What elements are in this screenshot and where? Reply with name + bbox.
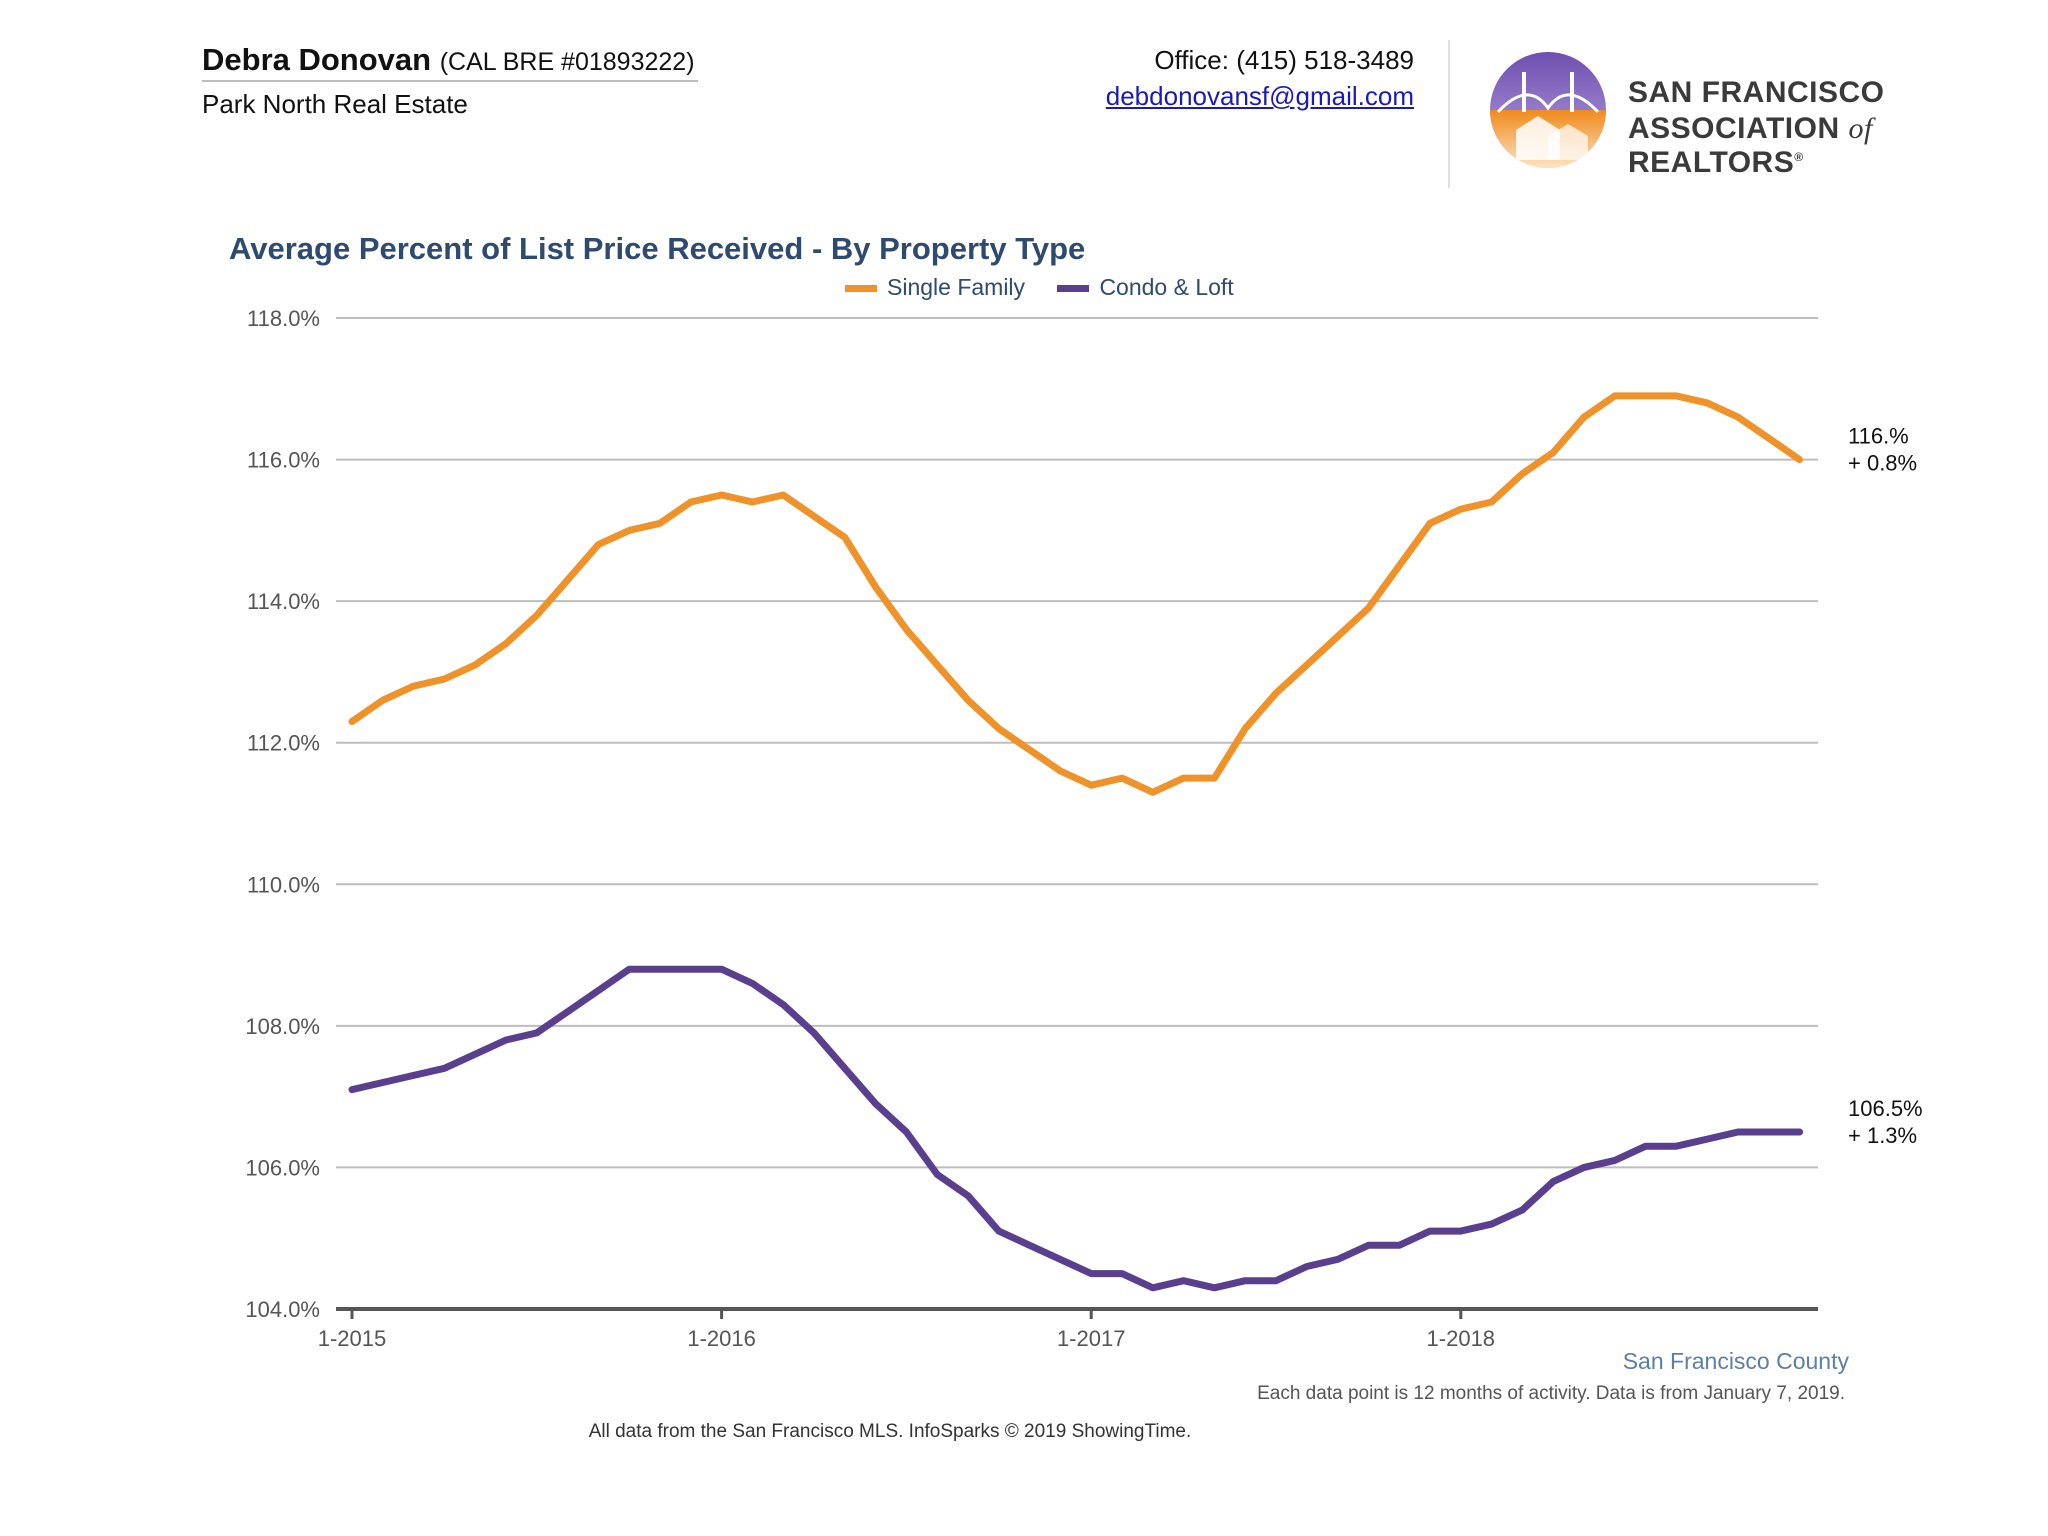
x-tick-label: 1-2017 [1057,1326,1126,1351]
legend-item-single-family: Single Family [845,274,1025,301]
association-of: of [1848,112,1873,145]
association-line1: SAN FRANCISCO [1628,76,1885,109]
legend-swatch-condo-loft [1057,285,1090,293]
y-tick-label: 116.0% [247,448,320,473]
footer-source: All data from the San Francisco MLS. Inf… [588,1421,1192,1442]
association-realtors: REALTORS [1628,146,1795,179]
association-word: ASSOCIATION [1628,112,1840,145]
end-value-label: 106.5% [1848,1096,1923,1121]
x-tick-label: 1-2016 [687,1326,756,1351]
y-tick-label: 112.0% [247,731,320,756]
sfar-logo-icon [1490,52,1606,168]
registered-mark: ® [1794,150,1804,164]
x-tick-label: 1-2015 [318,1326,387,1351]
agent-company: Park North Real Estate [202,89,468,119]
end-value-label: 116.% [1848,424,1909,449]
y-tick-label: 118.0% [247,306,320,331]
agent-license: (CAL BRE #01893222) [439,48,695,76]
end-change-label: + 1.3% [1848,1123,1917,1148]
agent-name-text: Debra Donovan [202,42,432,77]
x-tick-label: 1-2018 [1427,1326,1496,1351]
header-divider [1448,40,1450,188]
email-link[interactable]: debdonovansf@gmail.com [1105,81,1414,111]
footer-county: San Francisco County [1622,1348,1849,1374]
header-rule [202,80,698,82]
association-line2: ASSOCIATION of REALTORS® [1628,112,2048,180]
legend-item-condo-loft: Condo & Loft [1057,274,1234,301]
legend-label-single-family: Single Family [887,274,1026,300]
chart-title: Average Percent of List Price Received -… [229,231,1086,266]
agent-name: Debra Donovan (CAL BRE #01893222) [202,42,695,78]
series-line-condo-loft [348,965,1804,1292]
legend-label-condo-loft: Condo & Loft [1099,274,1234,300]
footer-note: Each data point is 12 months of activity… [1257,1383,1845,1404]
office-phone: Office: (415) 518-3489 [1154,45,1414,75]
y-tick-label: 110.0% [247,872,320,897]
end-change-label: + 0.8% [1848,451,1917,476]
chart-legend: Single Family Condo & Loft [845,274,1260,301]
y-tick-label: 104.0% [245,1297,320,1322]
series-line-single-family [348,392,1804,796]
legend-swatch-single-family [845,285,877,293]
y-tick-label: 108.0% [245,1014,320,1039]
y-tick-label: 106.0% [245,1155,320,1180]
y-tick-label: 114.0% [247,589,320,614]
